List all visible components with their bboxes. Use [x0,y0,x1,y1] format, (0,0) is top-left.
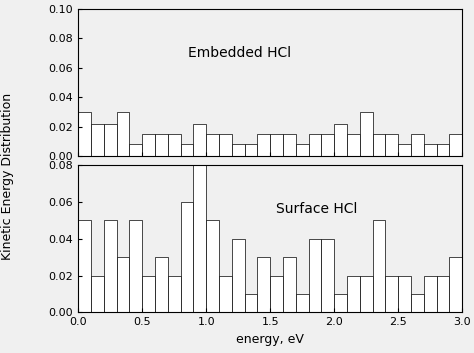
Text: Surface HCl: Surface HCl [275,202,357,216]
Bar [206,220,219,312]
Bar [385,276,398,312]
Bar [193,124,206,156]
Bar [360,112,373,156]
Bar [296,144,309,156]
Bar [449,257,462,312]
Bar [424,276,437,312]
Bar [78,220,91,312]
Bar [117,257,129,312]
Bar [321,239,334,312]
Bar [398,276,411,312]
Bar [181,144,193,156]
Bar [129,220,142,312]
Bar [270,134,283,156]
Bar [385,134,398,156]
Bar [257,257,270,312]
Bar [245,294,257,312]
Bar [219,276,232,312]
Bar [347,134,360,156]
Bar [155,257,168,312]
Bar [309,239,321,312]
Bar [168,134,181,156]
Bar [206,134,219,156]
X-axis label: energy, eV: energy, eV [236,333,304,346]
Bar [142,134,155,156]
Bar [270,276,283,312]
Bar [449,134,462,156]
Bar [283,134,296,156]
Bar [91,124,104,156]
Bar [373,220,385,312]
Bar [155,134,168,156]
Bar [257,134,270,156]
Bar [411,134,424,156]
Bar [296,294,309,312]
Bar [424,144,437,156]
Bar [334,124,347,156]
Bar [283,257,296,312]
Bar [398,144,411,156]
Bar [219,134,232,156]
Bar [142,276,155,312]
Bar [168,276,181,312]
Bar [309,134,321,156]
Bar [347,276,360,312]
Bar [411,294,424,312]
Text: Kinetic Energy Distribution: Kinetic Energy Distribution [0,93,14,260]
Bar [232,144,245,156]
Bar [129,144,142,156]
Bar [193,165,206,312]
Bar [104,124,117,156]
Bar [245,144,257,156]
Bar [360,276,373,312]
Bar [104,220,117,312]
Bar [232,239,245,312]
Bar [437,276,449,312]
Bar [78,112,91,156]
Bar [437,144,449,156]
Bar [321,134,334,156]
Bar [181,202,193,312]
Bar [373,134,385,156]
Bar [334,294,347,312]
Bar [117,112,129,156]
Bar [91,276,104,312]
Text: Embedded HCl: Embedded HCl [188,46,291,60]
